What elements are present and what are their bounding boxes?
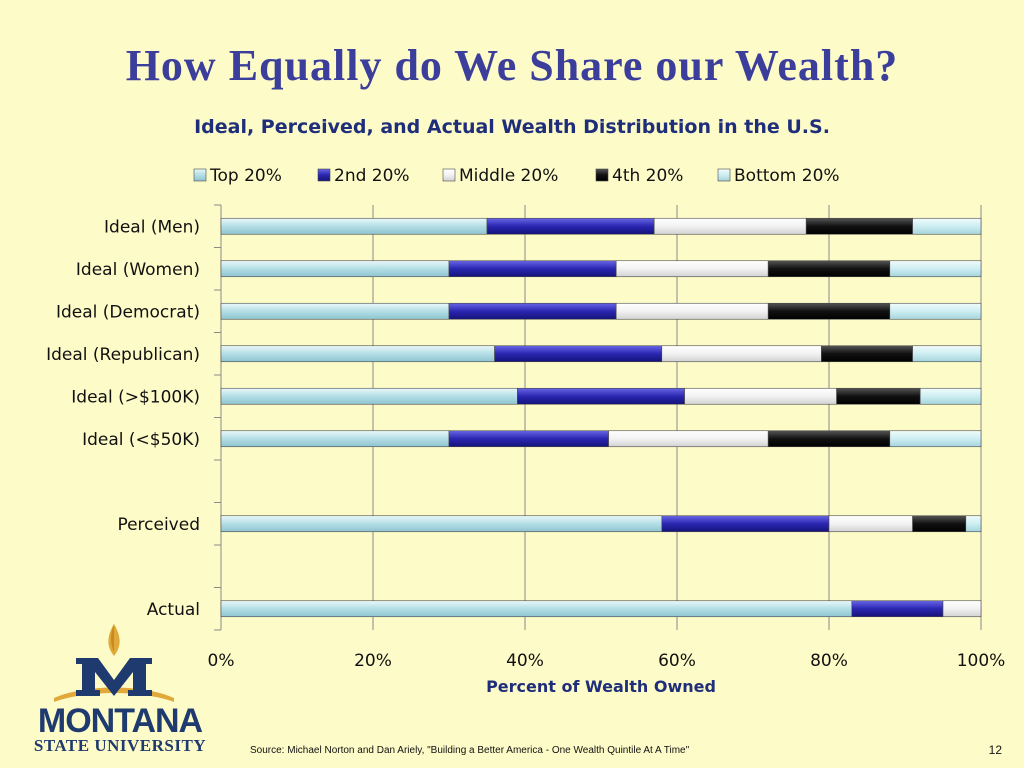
- bar-segment-middle-20-: [684, 387, 837, 405]
- slide-title: How Equally do We Share our Wealth?: [125, 41, 899, 90]
- category-label: Ideal (Men): [104, 217, 200, 237]
- bar-segment-middle-20-: [942, 600, 982, 618]
- bar-segment-top-20-: [220, 430, 450, 448]
- bar-segment-top-20-: [220, 515, 663, 533]
- bar-segment-4th-20-: [836, 387, 921, 405]
- category-label: Ideal (<$50K): [82, 430, 200, 450]
- legend-label: Bottom 20%: [734, 166, 840, 186]
- legend-label: Top 20%: [209, 166, 282, 186]
- bar-segment-top-20-: [220, 600, 853, 618]
- bar-segment-top-20-: [220, 260, 450, 278]
- logo-line-2: STATE UNIVERSITY: [33, 736, 207, 755]
- x-tick-label: 40%: [506, 651, 544, 671]
- x-tick-label: 80%: [810, 651, 848, 671]
- legend-swatch: [595, 168, 609, 182]
- legend-label: Middle 20%: [459, 166, 558, 186]
- bar-segment-bottom-20-: [889, 302, 982, 320]
- bar-segment-2nd-20-: [851, 600, 944, 618]
- bar-segment-4th-20-: [767, 302, 891, 320]
- bar-segment-bottom-20-: [889, 260, 982, 278]
- x-axis-label: Percent of Wealth Owned: [486, 677, 716, 696]
- bar-segment-bottom-20-: [965, 515, 982, 533]
- bar-segment-4th-20-: [767, 430, 891, 448]
- bar-segment-middle-20-: [653, 217, 807, 235]
- category-label: Ideal (>$100K): [71, 387, 200, 407]
- x-tick-label: 20%: [354, 651, 392, 671]
- logo-line-1: MONTANA: [37, 702, 203, 740]
- bar-segment-2nd-20-: [448, 430, 609, 448]
- bar-segment-4th-20-: [805, 217, 913, 235]
- bar-segment-middle-20-: [828, 515, 913, 533]
- bar-segment-bottom-20-: [919, 387, 982, 405]
- chart-category-labels: Ideal (Men) Ideal (Women) Ideal (Democrat)…: [46, 217, 200, 620]
- legend-swatch: [717, 168, 731, 182]
- category-label: Perceived: [117, 515, 200, 535]
- chart-x-tick-labels: 0% 20% 40% 60% 80% 100%: [208, 651, 1006, 671]
- bar-segment-bottom-20-: [912, 345, 982, 363]
- msu-m-icon: [54, 624, 174, 702]
- bar-segment-top-20-: [220, 217, 488, 235]
- legend-swatch: [317, 168, 331, 182]
- category-label: Actual: [147, 600, 200, 620]
- bar-segment-middle-20-: [615, 260, 769, 278]
- bar-segment-middle-20-: [661, 345, 822, 363]
- bar-segment-4th-20-: [821, 345, 913, 363]
- x-tick-label: 60%: [658, 651, 696, 671]
- page-number: 12: [988, 743, 1002, 757]
- bar-segment-2nd-20-: [494, 345, 663, 363]
- bar-segment-2nd-20-: [661, 515, 830, 533]
- bar-segment-2nd-20-: [448, 260, 617, 278]
- chart-bars: [220, 217, 982, 618]
- bar-segment-middle-20-: [608, 430, 769, 448]
- bar-segment-2nd-20-: [486, 217, 655, 235]
- x-tick-label: 100%: [957, 651, 1006, 671]
- bar-segment-top-20-: [220, 345, 495, 363]
- chart-title: Ideal, Perceived, and Actual Wealth Dist…: [194, 116, 830, 138]
- bar-segment-2nd-20-: [517, 387, 685, 405]
- chart-legend: Top 20% 2nd 20% Middle 20% 4th 20% Bottom 20…: [193, 166, 840, 186]
- category-label: Ideal (Women): [76, 260, 200, 280]
- legend-label: 2nd 20%: [334, 166, 410, 186]
- bar-segment-bottom-20-: [889, 430, 982, 448]
- source-citation: Source: Michael Norton and Dan Ariely, "…: [250, 745, 690, 756]
- montana-state-university-logo: MONTANA STATE UNIVERSITY: [14, 618, 224, 758]
- bar-segment-top-20-: [220, 387, 518, 405]
- bar-segment-top-20-: [220, 302, 450, 320]
- bar-segment-2nd-20-: [448, 302, 617, 320]
- bar-segment-4th-20-: [767, 260, 891, 278]
- legend-label: 4th 20%: [612, 166, 683, 186]
- bar-segment-4th-20-: [912, 515, 967, 533]
- legend-swatch: [193, 168, 207, 182]
- bar-segment-middle-20-: [615, 302, 769, 320]
- bar-segment-bottom-20-: [912, 217, 982, 235]
- category-label: Ideal (Democrat): [56, 302, 200, 322]
- legend-swatch: [442, 168, 456, 182]
- x-tick-label: 0%: [208, 651, 235, 671]
- category-label: Ideal (Republican): [46, 345, 200, 365]
